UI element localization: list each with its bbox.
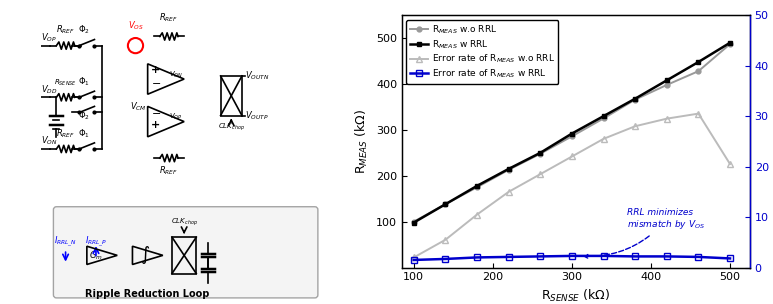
Error rate of R$_{MEAS}$ w RRL bbox=[599, 254, 608, 258]
Error rate of R$_{MEAS}$ w RRL bbox=[504, 255, 513, 259]
X-axis label: R$_{SENSE}$ (kΩ): R$_{SENSE}$ (kΩ) bbox=[541, 288, 611, 304]
R$_{MEAS}$ w.o RRL bbox=[536, 152, 545, 156]
Text: $G_m$: $G_m$ bbox=[89, 249, 103, 262]
Text: $\Phi_2$: $\Phi_2$ bbox=[78, 24, 90, 36]
R$_{MEAS}$ w.o RRL bbox=[441, 202, 450, 206]
Error rate of R$_{MEAS}$ w.o RRL bbox=[441, 238, 450, 242]
Bar bbox=[220, 76, 242, 116]
Error rate of R$_{MEAS}$ w.o RRL bbox=[725, 162, 734, 166]
Text: $\Phi_1$: $\Phi_1$ bbox=[78, 127, 90, 140]
Text: $I_{RRL\_P}$: $I_{RRL\_P}$ bbox=[85, 235, 107, 249]
R$_{MEAS}$ w.o RRL bbox=[409, 220, 418, 223]
Text: $V_{OP}$: $V_{OP}$ bbox=[169, 112, 182, 122]
R$_{MEAS}$ w.o RRL bbox=[662, 83, 672, 87]
Error rate of R$_{MEAS}$ w RRL bbox=[662, 254, 672, 258]
Text: +: + bbox=[130, 39, 141, 52]
Text: $\Phi_2$: $\Phi_2$ bbox=[78, 109, 90, 122]
Error rate of R$_{MEAS}$ w RRL bbox=[472, 256, 482, 259]
Error rate of R$_{MEAS}$ w RRL bbox=[631, 254, 640, 258]
Error rate of R$_{MEAS}$ w.o RRL bbox=[472, 213, 482, 216]
R$_{MEAS}$ w RRL bbox=[631, 97, 640, 101]
R$_{MEAS}$ w.o RRL bbox=[599, 117, 608, 120]
Text: $-$: $-$ bbox=[151, 108, 161, 117]
Text: Ripple Reduction Loop: Ripple Reduction Loop bbox=[86, 289, 209, 299]
Line: Error rate of R$_{MEAS}$ w RRL: Error rate of R$_{MEAS}$ w RRL bbox=[411, 253, 733, 263]
R$_{MEAS}$ w RRL bbox=[567, 132, 577, 135]
Error rate of R$_{MEAS}$ w RRL bbox=[567, 254, 577, 258]
Error rate of R$_{MEAS}$ w.o RRL bbox=[631, 124, 640, 128]
Line: Error rate of R$_{MEAS}$ w.o RRL: Error rate of R$_{MEAS}$ w.o RRL bbox=[411, 111, 733, 260]
R$_{MEAS}$ w RRL bbox=[441, 202, 450, 206]
Text: $CLK_{chop}$: $CLK_{chop}$ bbox=[218, 122, 245, 133]
R$_{MEAS}$ w RRL bbox=[472, 184, 482, 188]
Text: +: + bbox=[151, 65, 160, 75]
Text: $-$: $-$ bbox=[151, 77, 161, 87]
R$_{MEAS}$ w RRL bbox=[662, 78, 672, 82]
Text: +: + bbox=[151, 120, 160, 130]
Text: $V_{OUTP}$: $V_{OUTP}$ bbox=[245, 109, 269, 122]
Text: $V_{CM}$: $V_{CM}$ bbox=[130, 100, 147, 113]
R$_{MEAS}$ w RRL bbox=[409, 221, 418, 224]
Circle shape bbox=[128, 38, 143, 53]
Text: $R_{REF}$: $R_{REF}$ bbox=[159, 12, 179, 24]
Error rate of R$_{MEAS}$ w RRL bbox=[441, 257, 450, 261]
R$_{MEAS}$ w.o RRL bbox=[694, 69, 703, 73]
Error rate of R$_{MEAS}$ w.o RRL bbox=[409, 256, 418, 259]
Text: $R_{REF}$: $R_{REF}$ bbox=[56, 127, 75, 140]
R$_{MEAS}$ w RRL bbox=[694, 60, 703, 64]
R$_{MEAS}$ w RRL bbox=[536, 151, 545, 155]
Text: $V_{ON}$: $V_{ON}$ bbox=[169, 69, 183, 80]
Error rate of R$_{MEAS}$ w RRL bbox=[725, 257, 734, 260]
R$_{MEAS}$ w.o RRL bbox=[631, 98, 640, 102]
Error rate of R$_{MEAS}$ w.o RRL bbox=[694, 112, 703, 116]
Text: $V_{OS}$: $V_{OS}$ bbox=[128, 19, 144, 32]
Text: $R_{REF}$: $R_{REF}$ bbox=[56, 24, 75, 36]
R$_{MEAS}$ w RRL bbox=[725, 41, 734, 45]
FancyBboxPatch shape bbox=[53, 207, 318, 298]
Error rate of R$_{MEAS}$ w.o RRL bbox=[662, 117, 672, 120]
Legend: R$_{MEAS}$ w.o RRL, R$_{MEAS}$ w RRL, Error rate of R$_{MEAS}$ w.o RRL, Error ra: R$_{MEAS}$ w.o RRL, R$_{MEAS}$ w RRL, Er… bbox=[407, 20, 558, 84]
Text: $V_{DD}$: $V_{DD}$ bbox=[41, 83, 58, 96]
Line: R$_{MEAS}$ w.o RRL: R$_{MEAS}$ w.o RRL bbox=[411, 42, 733, 224]
Error rate of R$_{MEAS}$ w RRL bbox=[536, 254, 545, 258]
Error rate of R$_{MEAS}$ w.o RRL bbox=[536, 172, 545, 176]
Text: $V_{OP}$: $V_{OP}$ bbox=[41, 32, 57, 44]
Text: RRL minimizes
mismatch by V$_{OS}$: RRL minimizes mismatch by V$_{OS}$ bbox=[584, 208, 706, 258]
Error rate of R$_{MEAS}$ w.o RRL bbox=[504, 190, 513, 194]
R$_{MEAS}$ w.o RRL bbox=[725, 42, 734, 46]
Error rate of R$_{MEAS}$ w.o RRL bbox=[567, 155, 577, 158]
Text: $R_{SENSE}$: $R_{SENSE}$ bbox=[54, 78, 77, 88]
Error rate of R$_{MEAS}$ w.o RRL bbox=[599, 137, 608, 141]
Text: $V_{OUTN}$: $V_{OUTN}$ bbox=[245, 70, 269, 82]
Y-axis label: R$_{MEAS}$ (kΩ): R$_{MEAS}$ (kΩ) bbox=[354, 109, 370, 174]
R$_{MEAS}$ w RRL bbox=[599, 114, 608, 118]
Text: $\int$: $\int$ bbox=[139, 244, 150, 266]
R$_{MEAS}$ w RRL bbox=[504, 167, 513, 171]
R$_{MEAS}$ w.o RRL bbox=[504, 168, 513, 172]
Line: R$_{MEAS}$ w RRL: R$_{MEAS}$ w RRL bbox=[411, 40, 733, 225]
Text: $CLK_{chop}$: $CLK_{chop}$ bbox=[171, 216, 198, 228]
Text: $R_{REF}$: $R_{REF}$ bbox=[159, 164, 179, 177]
Bar bbox=[172, 237, 196, 274]
Text: $I_{RRL\_N}$: $I_{RRL\_N}$ bbox=[54, 235, 77, 249]
R$_{MEAS}$ w.o RRL bbox=[472, 185, 482, 189]
Error rate of R$_{MEAS}$ w RRL bbox=[694, 255, 703, 259]
Text: $V_{ON}$: $V_{ON}$ bbox=[41, 135, 58, 147]
Error rate of R$_{MEAS}$ w RRL bbox=[409, 258, 418, 262]
Text: $\Phi_1$: $\Phi_1$ bbox=[78, 76, 90, 88]
R$_{MEAS}$ w.o RRL bbox=[567, 134, 577, 138]
